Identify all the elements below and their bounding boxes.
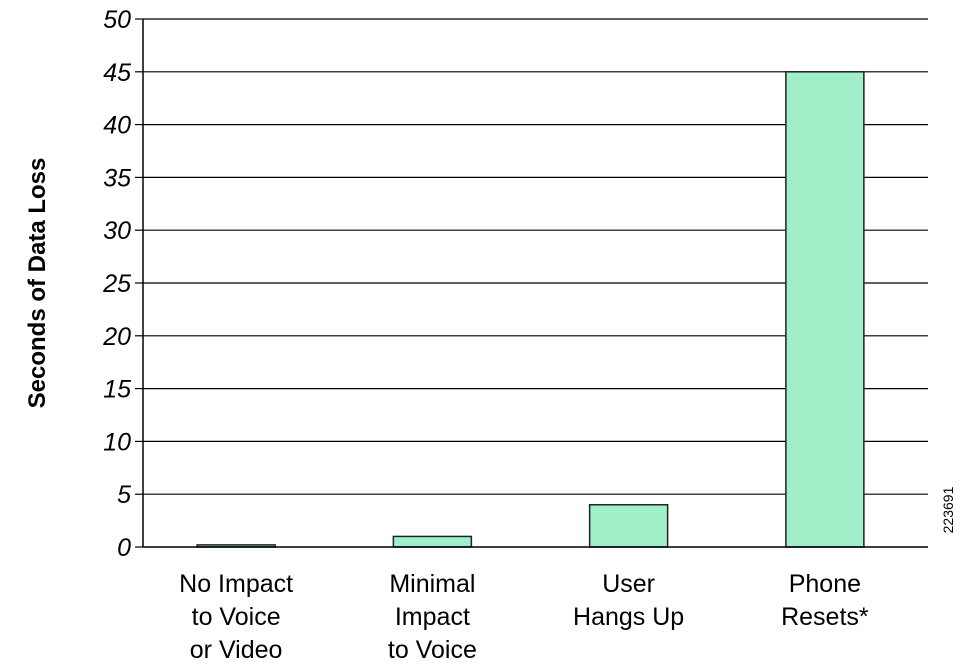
x-tick-label-line: User bbox=[602, 570, 655, 598]
y-tick-label: 0 bbox=[117, 534, 131, 562]
x-tick-label-line: Hangs Up bbox=[573, 603, 684, 631]
y-tick-label: 15 bbox=[103, 376, 131, 404]
x-tick-label-line: Phone bbox=[789, 570, 861, 598]
y-tick-label: 5 bbox=[117, 481, 131, 509]
x-tick-label-line: Minimal bbox=[389, 570, 475, 598]
x-tick-label-line: No Impact bbox=[179, 570, 293, 598]
figure-id: 223691 bbox=[940, 486, 956, 533]
y-tick-label: 10 bbox=[103, 428, 131, 456]
y-tick-label: 45 bbox=[103, 59, 131, 87]
x-tick-label-line: Impact bbox=[395, 603, 470, 631]
x-tick-label: No Impact to Voice or Video bbox=[179, 570, 293, 664]
x-tick-label-line: or Video bbox=[190, 636, 283, 664]
y-tick-labels: 0 5 10 15 20 25 30 35 40 45 50 bbox=[102, 6, 131, 562]
x-tick-label-line: Resets* bbox=[781, 603, 869, 631]
axes bbox=[135, 18, 928, 548]
x-tick-label: Minimal Impact to Voice bbox=[388, 570, 477, 664]
x-tick-label-line: to Voice bbox=[388, 636, 477, 664]
bar bbox=[785, 71, 865, 548]
bars bbox=[196, 71, 865, 548]
x-tick-labels: No Impact to Voice or Video Minimal Impact to… bbox=[179, 570, 869, 664]
x-tick-label: User Hangs Up bbox=[573, 570, 684, 631]
y-tick-label: 20 bbox=[102, 323, 131, 351]
y-tick-label: 35 bbox=[103, 164, 131, 192]
y-tick-label: 50 bbox=[103, 6, 131, 34]
y-axis-label: Seconds of Data Loss bbox=[24, 158, 51, 409]
y-tick-label: 40 bbox=[103, 112, 131, 140]
y-tick-label: 25 bbox=[102, 270, 131, 298]
bar bbox=[392, 535, 473, 548]
grid-lines bbox=[143, 18, 928, 495]
x-tick-label: Phone Resets* bbox=[781, 570, 869, 631]
x-tick-label-line: to Voice bbox=[192, 603, 281, 631]
y-tick-label: 30 bbox=[103, 217, 131, 245]
bar bbox=[588, 504, 669, 548]
